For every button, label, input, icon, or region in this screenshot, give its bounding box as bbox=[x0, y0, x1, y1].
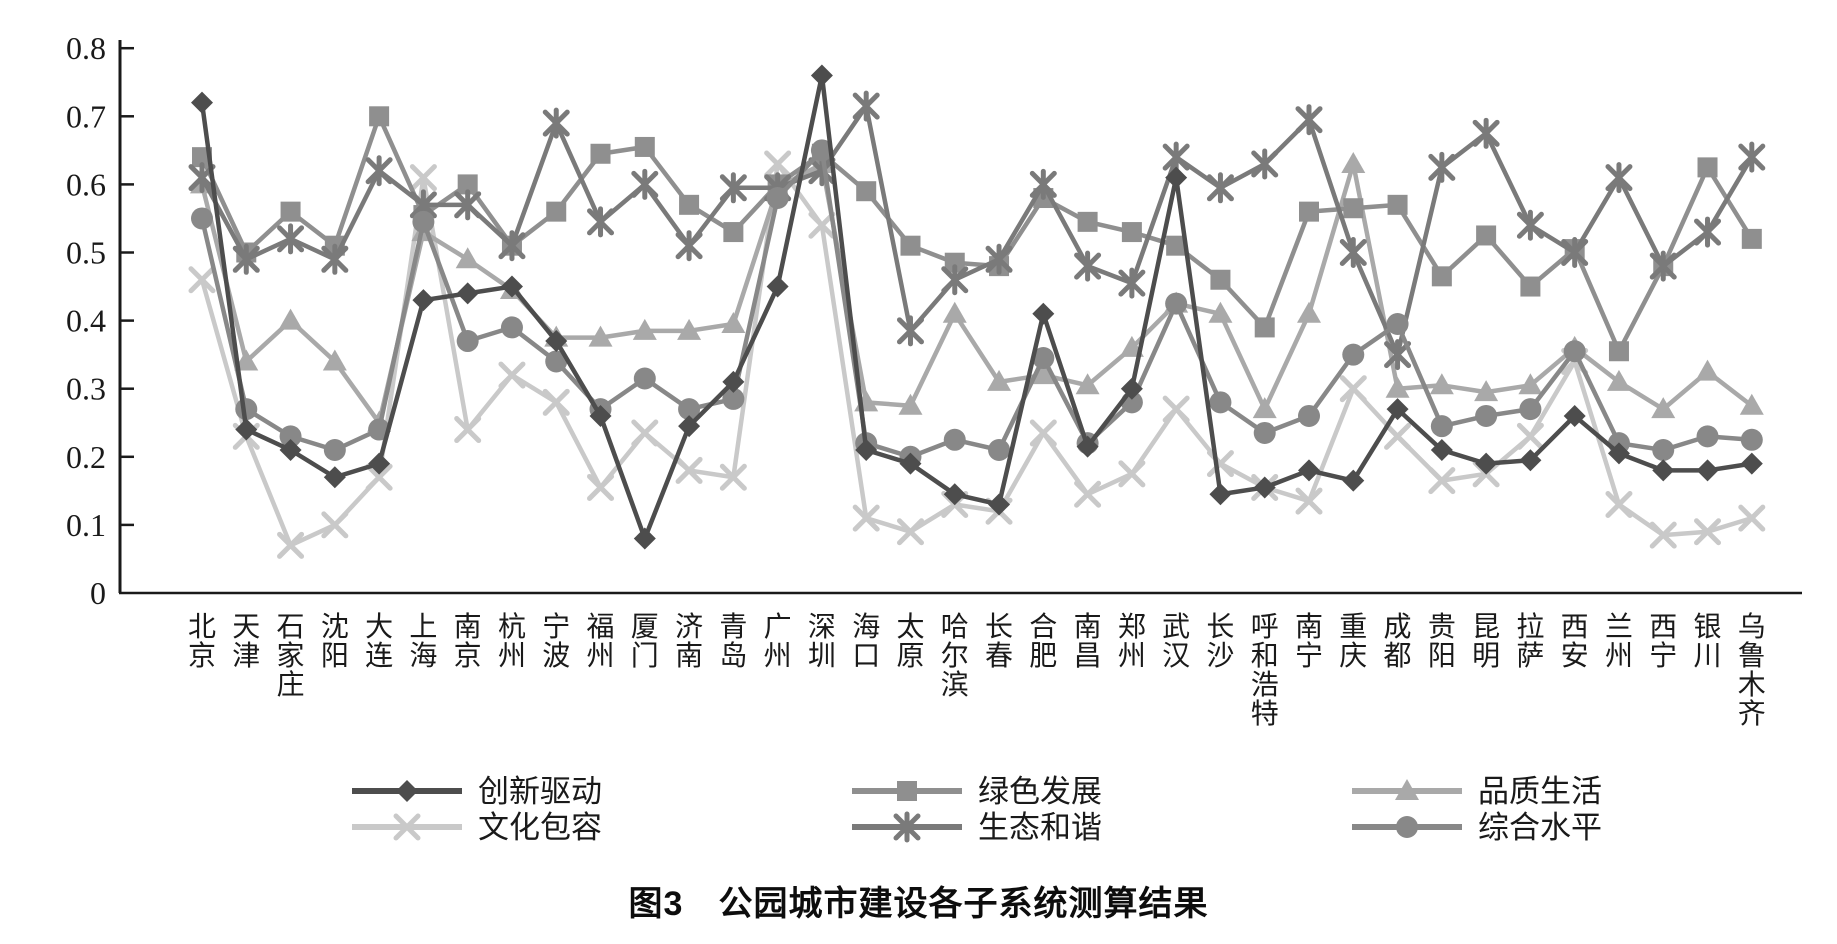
legend-item-绿色发展: 绿色发展 bbox=[852, 774, 1102, 809]
x-category-label: 南京 bbox=[454, 611, 482, 672]
x-category-label: 上海 bbox=[409, 612, 437, 672]
series-综合水平 bbox=[191, 139, 1763, 468]
x-category-label: 北京 bbox=[188, 612, 216, 672]
y-tick-label: 0.1 bbox=[66, 507, 106, 543]
x-category-label: 深圳 bbox=[808, 612, 836, 672]
y-tick-label: 0.8 bbox=[66, 30, 106, 66]
x-category-label: 南昌 bbox=[1074, 611, 1102, 672]
figure-caption: 图3 公园城市建设各子系统测算结果 bbox=[628, 885, 1209, 923]
y-tick-label: 0.5 bbox=[66, 235, 106, 271]
x-category-label: 呼和浩特 bbox=[1251, 612, 1279, 730]
y-tick-label: 0.2 bbox=[66, 439, 106, 475]
legend-item-品质生活: 品质生活 bbox=[1352, 774, 1602, 809]
y-tick-label: 0 bbox=[90, 575, 106, 611]
legend-label: 生态和谐 bbox=[978, 810, 1102, 845]
x-category-label: 长春 bbox=[985, 611, 1013, 672]
x-category-label: 石家庄 bbox=[277, 612, 305, 701]
x-category-label: 乌鲁木齐 bbox=[1738, 611, 1766, 730]
x-category-label: 长沙 bbox=[1206, 611, 1234, 672]
x-category-label: 宁波 bbox=[542, 611, 570, 672]
series-生态和谐 bbox=[188, 90, 1766, 371]
x-category-label: 大连 bbox=[365, 611, 393, 672]
legend-label: 综合水平 bbox=[1478, 810, 1602, 845]
x-category-label: 厦门 bbox=[631, 612, 659, 672]
x-category-label: 银川 bbox=[1694, 611, 1722, 672]
y-tick-label: 0.7 bbox=[66, 98, 106, 134]
x-category-label: 广州 bbox=[764, 611, 792, 672]
x-category-label: 西宁 bbox=[1649, 612, 1677, 672]
x-category-label: 西安 bbox=[1561, 612, 1589, 672]
x-category-label: 兰州 bbox=[1605, 611, 1633, 672]
legend-item-生态和谐: 生态和谐 bbox=[852, 810, 1102, 845]
legend-label: 品质生活 bbox=[1478, 774, 1602, 809]
x-category-label: 海口 bbox=[852, 611, 880, 672]
legend-label: 文化包容 bbox=[478, 810, 602, 845]
x-category-label: 杭州 bbox=[498, 611, 526, 672]
x-category-label: 武汉 bbox=[1162, 611, 1190, 672]
x-category-label: 郑州 bbox=[1118, 611, 1146, 672]
x-category-label: 哈尔滨 bbox=[941, 611, 969, 701]
x-category-label: 合肥 bbox=[1029, 611, 1057, 672]
x-category-label: 贵阳 bbox=[1428, 611, 1456, 672]
y-tick-label: 0.6 bbox=[66, 166, 106, 202]
legend-item-文化包容: 文化包容 bbox=[352, 810, 602, 845]
x-category-label: 福州 bbox=[587, 611, 615, 672]
x-category-label: 太原 bbox=[896, 611, 924, 672]
x-category-label: 昆明 bbox=[1472, 612, 1500, 672]
x-category-label: 成都 bbox=[1384, 611, 1412, 672]
x-category-label: 青岛 bbox=[719, 611, 747, 672]
x-category-label: 拉萨 bbox=[1516, 611, 1544, 672]
x-category-label: 济南 bbox=[675, 611, 703, 672]
y-tick-label: 0.3 bbox=[66, 371, 106, 407]
y-tick-label: 0.4 bbox=[66, 303, 106, 339]
legend-item-创新驱动: 创新驱动 bbox=[352, 774, 602, 809]
series-创新驱动 bbox=[191, 64, 1763, 550]
x-category-label: 天津 bbox=[232, 612, 260, 672]
x-category-label: 沈阳 bbox=[321, 611, 349, 672]
legend-label: 绿色发展 bbox=[978, 774, 1102, 809]
x-category-label: 南宁 bbox=[1295, 611, 1323, 672]
x-category-label: 重庆 bbox=[1339, 611, 1367, 672]
legend-item-综合水平: 综合水平 bbox=[1352, 810, 1602, 845]
legend-label: 创新驱动 bbox=[478, 774, 602, 809]
